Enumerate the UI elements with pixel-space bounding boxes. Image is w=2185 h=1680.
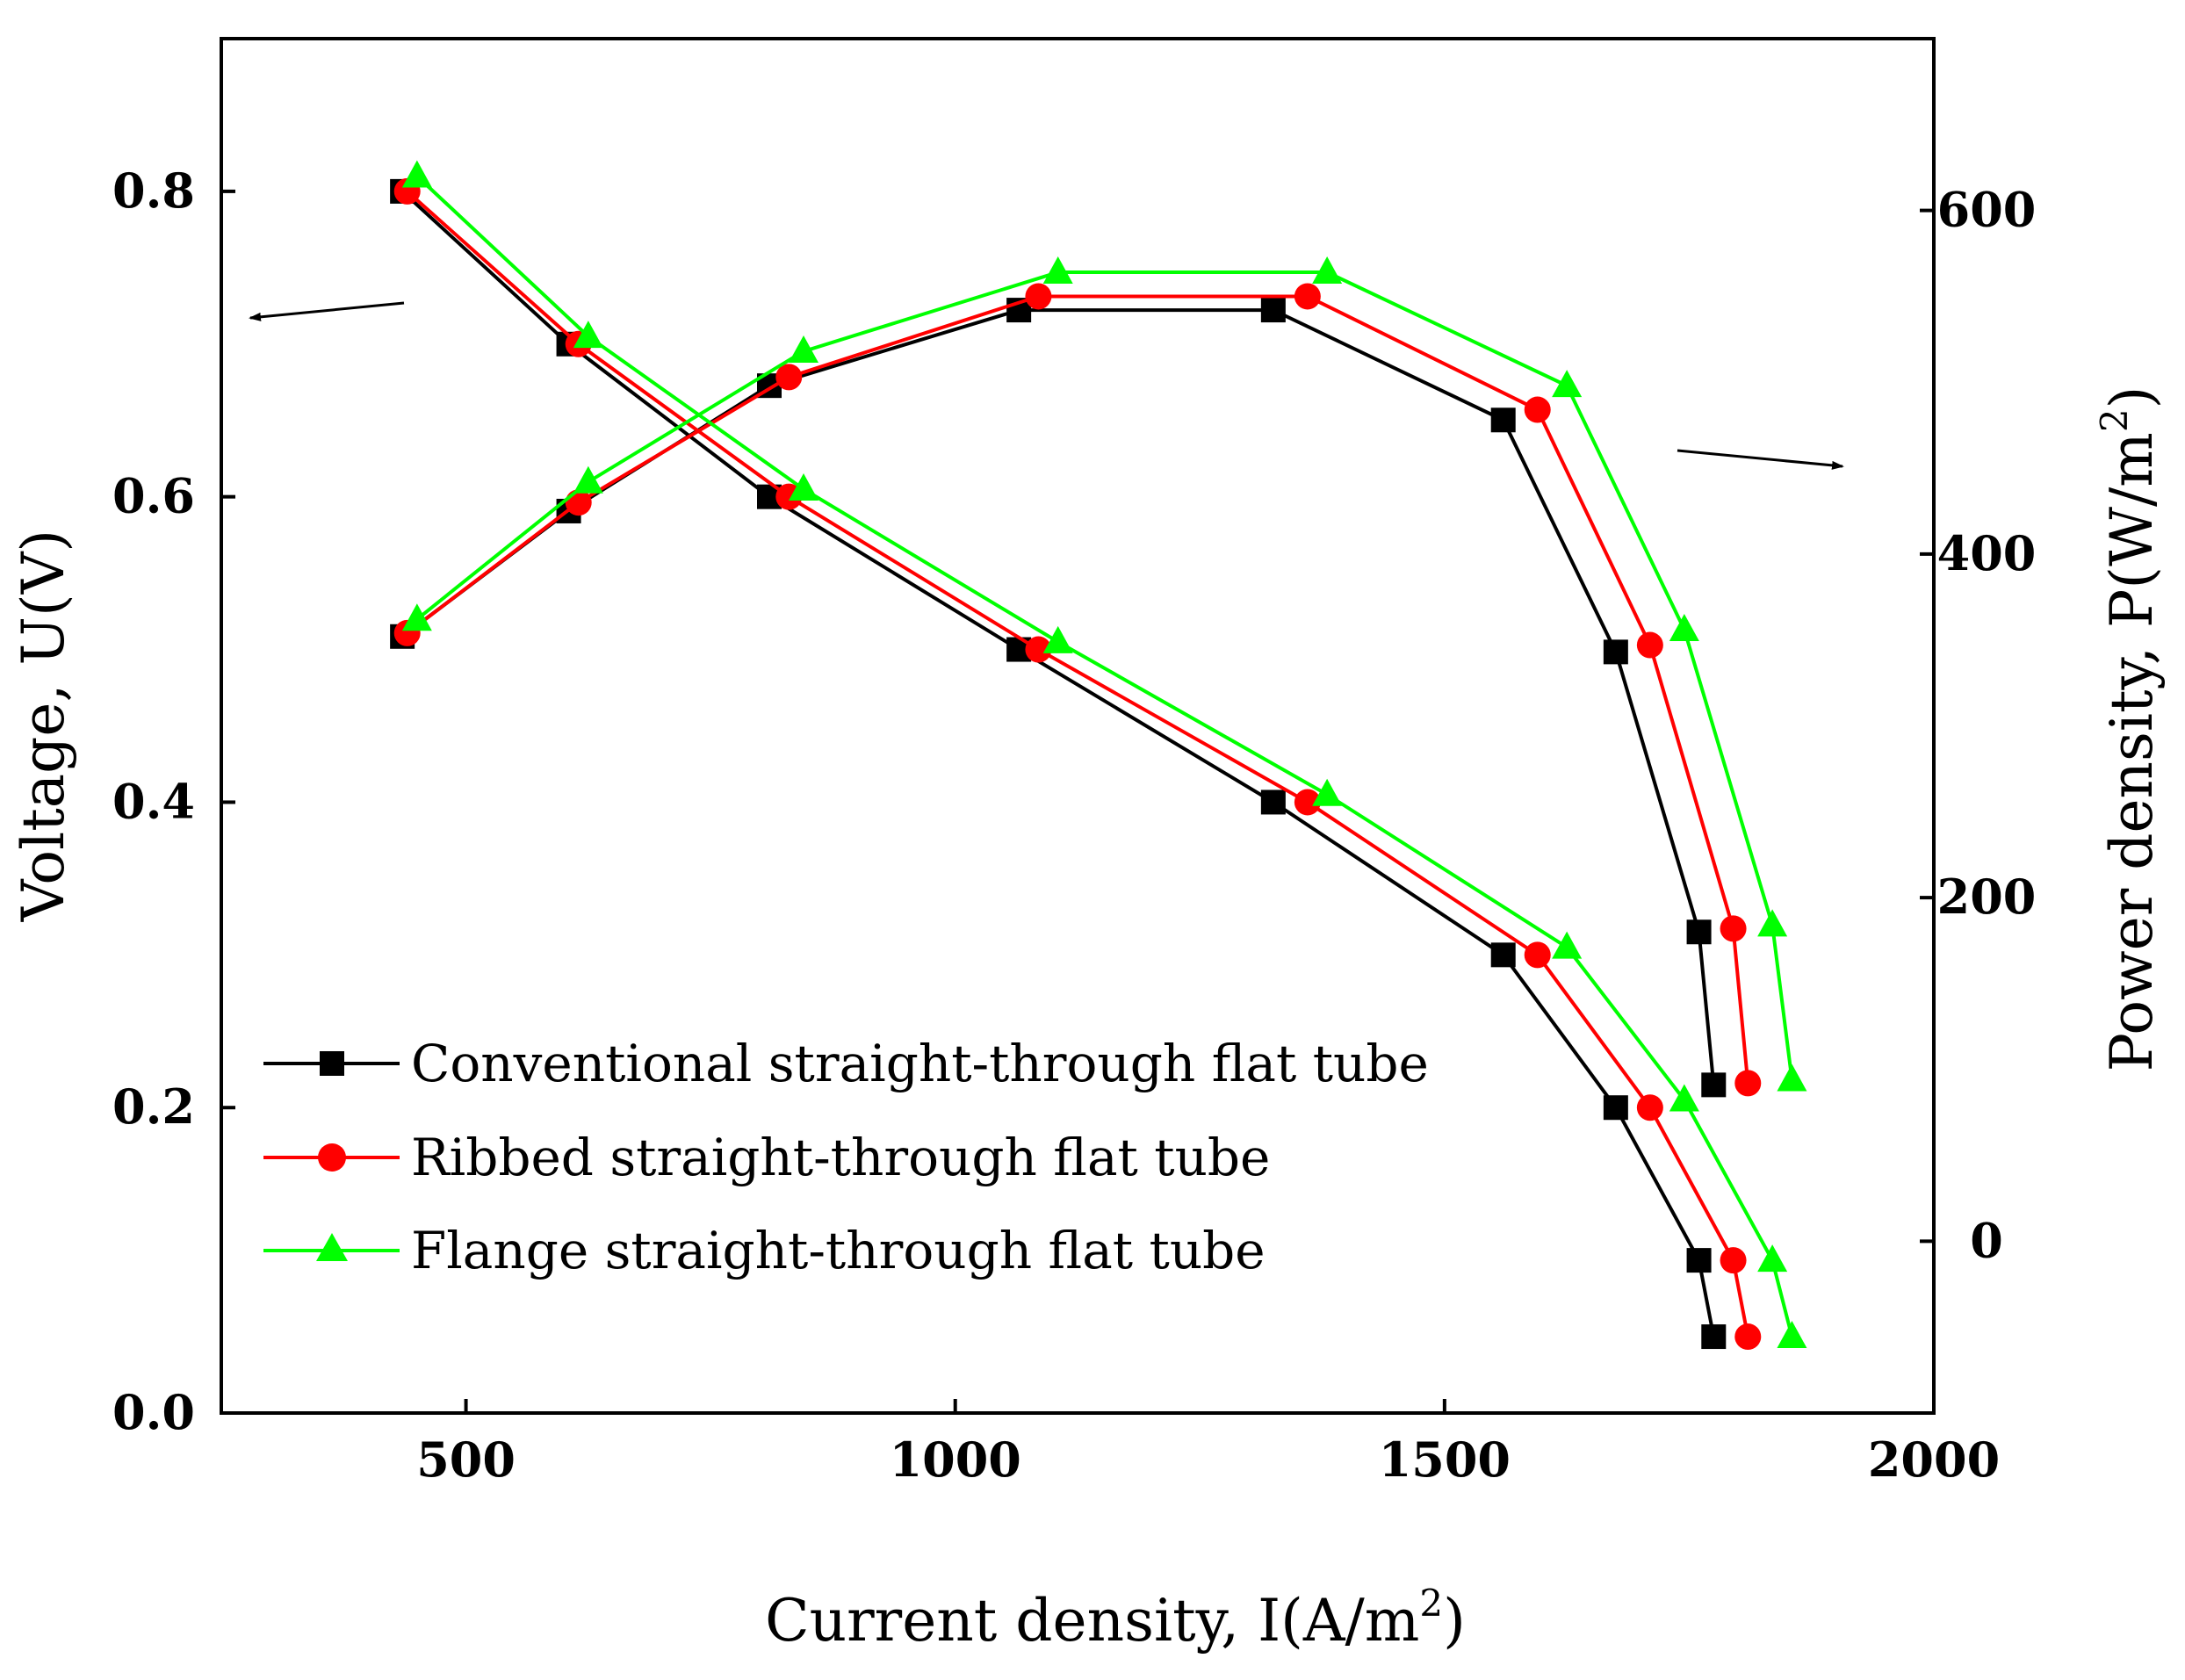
- power-point-flange: [1669, 613, 1699, 641]
- voltage-point-flange: [789, 472, 818, 501]
- voltage-point-conventional: [1260, 790, 1286, 815]
- left-axis-arrow: [249, 301, 405, 321]
- y-left-axis-title: Voltage, U(V): [10, 530, 77, 922]
- y-left-tick-label: 0.4: [112, 773, 195, 829]
- power-point-conventional: [1686, 919, 1712, 945]
- legend: Conventional straight-through flat tube …: [263, 1034, 1429, 1280]
- power-line-conventional: [400, 308, 1716, 1085]
- power-point-conventional: [1260, 298, 1286, 323]
- voltage-point-flange: [401, 160, 432, 188]
- power-point-flange: [1042, 256, 1073, 285]
- voltage-point-ribbed: [1720, 1247, 1747, 1274]
- voltage-point-ribbed: [1524, 941, 1551, 969]
- right-axis-arrow: [1677, 449, 1844, 470]
- legend-entry-conventional: Conventional straight-through flat tube: [263, 1034, 1429, 1093]
- voltage-point-conventional: [1686, 1248, 1712, 1273]
- legend-marker-conventional: [320, 1051, 344, 1076]
- voltage-point-conventional: [1603, 1095, 1628, 1121]
- power-point-flange: [573, 465, 603, 494]
- voltage-point-conventional: [1701, 1324, 1727, 1350]
- legend-marker-ribbed: [318, 1143, 346, 1172]
- power-point-ribbed: [1294, 283, 1321, 310]
- voltage-point-flange: [1669, 1084, 1699, 1112]
- power-point-flange: [401, 603, 432, 631]
- power-point-ribbed: [1524, 396, 1551, 423]
- voltage-point-flange: [1552, 931, 1583, 959]
- voltage-point-ribbed: [1636, 1094, 1663, 1121]
- voltage-point-flange: [1312, 778, 1343, 806]
- x-tick-label: 1000: [890, 1431, 1021, 1488]
- voltage-point-ribbed: [1734, 1323, 1762, 1351]
- power-point-conventional: [1490, 407, 1516, 433]
- power-line-flange: [415, 270, 1794, 1080]
- x-axis-title: Current density, I(A/m2): [765, 1582, 1466, 1655]
- y-right-axis-title: Power density, P(W/m2): [2093, 386, 2166, 1072]
- y-left-tick-label: 0.2: [112, 1078, 195, 1135]
- y-right-tick-label: 400: [1937, 525, 2037, 581]
- voltage-point-flange: [573, 321, 603, 349]
- legend-marker-flange: [316, 1233, 348, 1261]
- y-right-tick-label: 200: [1937, 869, 2037, 925]
- power-point-conventional: [1603, 639, 1628, 665]
- power-point-flange: [1552, 370, 1583, 398]
- power-point-ribbed: [1025, 283, 1052, 310]
- power-point-flange: [789, 335, 818, 364]
- power-point-conventional: [1701, 1072, 1727, 1098]
- voltage-point-flange: [1042, 625, 1073, 653]
- voltage-point-ribbed: [1294, 789, 1321, 816]
- plot-frame: [220, 37, 1936, 1415]
- legend-label-flange: Flange straight-through flat tube: [411, 1221, 1266, 1280]
- y-left-tick-label: 0.0: [112, 1384, 195, 1440]
- series-ribbed: [393, 177, 1762, 1351]
- voltage-point-conventional: [1490, 942, 1516, 968]
- power-point-flange: [1777, 1064, 1807, 1092]
- voltage-point-flange: [1757, 1244, 1788, 1273]
- voltage-point-ribbed: [1025, 636, 1052, 663]
- series-flange: [401, 160, 1807, 1349]
- y-right-tick-label: 600: [1937, 182, 2037, 238]
- power-point-ribbed: [775, 364, 803, 391]
- power-point-ribbed: [1720, 915, 1747, 942]
- power-point-ribbed: [1734, 1070, 1762, 1097]
- legend-label-conventional: Conventional straight-through flat tube: [411, 1034, 1429, 1093]
- legend-entry-flange: Flange straight-through flat tube: [263, 1221, 1266, 1280]
- x-axis-ticks: 500 1000 1500 2000: [416, 1399, 2000, 1488]
- legend-label-ribbed: Ribbed straight-through flat tube: [411, 1128, 1270, 1187]
- x-tick-label: 2000: [1868, 1431, 2000, 1488]
- x-tick-label: 500: [416, 1431, 516, 1488]
- power-point-flange: [1757, 909, 1788, 937]
- y-right-axis-ticks: 0 200 400 600: [1920, 182, 2037, 1268]
- voltage-point-flange: [1777, 1321, 1807, 1349]
- y-right-tick-label: 0: [1970, 1212, 2003, 1268]
- y-left-tick-label: 0.6: [112, 468, 195, 524]
- x-tick-label: 1500: [1379, 1431, 1511, 1488]
- legend-entry-ribbed: Ribbed straight-through flat tube: [263, 1128, 1270, 1187]
- y-left-axis-ticks: 0.0 0.2 0.4 0.6 0.8: [112, 162, 235, 1440]
- series-layer: [390, 160, 1807, 1351]
- power-point-flange: [1312, 256, 1343, 285]
- power-point-ribbed: [1636, 631, 1663, 659]
- y-left-tick-label: 0.8: [112, 162, 195, 219]
